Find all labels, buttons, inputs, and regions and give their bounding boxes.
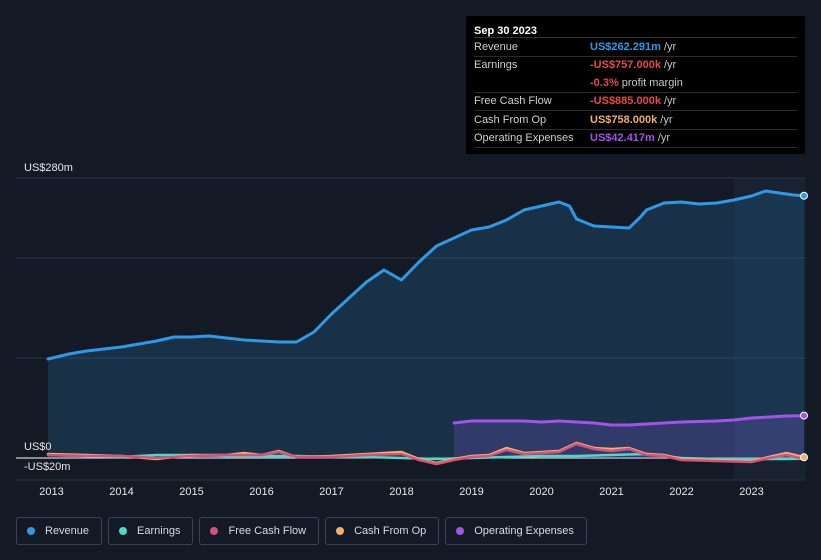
operating-expenses-dot-icon <box>456 527 465 535</box>
tooltip-row-operating-expenses: Operating Expenses US$42.417m /yr <box>474 130 797 148</box>
legend-label: Cash From Op <box>354 525 427 537</box>
free-cash-flow-dot-icon <box>210 527 219 535</box>
x-tick-label: 2013 <box>39 486 63 498</box>
tooltip-date: Sep 30 2023 <box>474 16 797 38</box>
x-tick-label: 2023 <box>739 486 763 498</box>
data-tooltip: Sep 30 2023 Revenue US$262.291m /yr Earn… <box>466 16 805 154</box>
tooltip-label: Free Cash Flow <box>474 95 552 108</box>
gridlines <box>16 177 806 481</box>
x-tick-label: 2019 <box>459 486 483 498</box>
tooltip-unit: profit margin <box>621 76 683 89</box>
tooltip-unit: /yr <box>663 95 677 108</box>
tooltip-value: -0.3% <box>590 76 619 89</box>
tooltip-label: Cash From Op <box>474 113 547 126</box>
revenue-line <box>46 189 806 361</box>
legend-item-free-cash-flow[interactable]: Free Cash Flow <box>199 517 320 545</box>
tooltip-unit: /yr <box>660 113 673 126</box>
legend-label: Operating Expenses <box>474 525 574 537</box>
revenue-end-dot <box>800 191 808 200</box>
revenue-dot-icon <box>27 527 35 535</box>
x-tick-label: 2017 <box>319 486 343 498</box>
x-tick-label: 2015 <box>179 486 203 498</box>
x-tick-label: 2018 <box>389 486 413 498</box>
x-axis-ticks: 2013 2014 2015 2016 2017 2018 2019 2020 2021 2022… <box>39 486 763 498</box>
tooltip-value: US$262.291m <box>590 40 661 53</box>
x-tick-label: 2022 <box>669 486 693 498</box>
x-tick-label: 2020 <box>529 486 553 498</box>
x-tick-label: 2021 <box>599 486 623 498</box>
tooltip-row-earnings: Earnings -US$757.000k /yr <box>474 57 797 75</box>
x-tick-label: 2014 <box>109 486 133 498</box>
tooltip-value: -US$757.000k <box>590 59 661 72</box>
x-tick-label: 2016 <box>249 486 273 498</box>
free-cash-flow-line <box>46 442 806 466</box>
tooltip-value: US$42.417m <box>590 132 655 145</box>
operating-expenses-end-dot <box>800 411 808 420</box>
series-lines <box>46 189 806 466</box>
y-axis-top-label: US$280m <box>24 162 73 174</box>
tooltip-value: US$758.000k <box>590 113 658 126</box>
operating-expenses-area <box>454 415 804 458</box>
earnings-dot-icon <box>119 527 128 535</box>
legend-label: Earnings <box>137 525 181 537</box>
legend-label: Revenue <box>45 525 90 537</box>
tooltip-label: Revenue <box>474 40 519 53</box>
tooltip-row-revenue: Revenue US$262.291m /yr <box>474 38 797 57</box>
legend-item-cash-from-op[interactable]: Cash From Op <box>325 517 440 545</box>
tooltip-unit: /yr <box>663 40 677 53</box>
tooltip-label: Earnings <box>474 59 518 72</box>
legend-label: Free Cash Flow <box>228 525 307 537</box>
series-areas <box>48 191 804 458</box>
y-axis-negative-label: -US$20m <box>24 461 70 473</box>
legend-item-earnings[interactable]: Earnings <box>108 517 194 545</box>
legend-item-operating-expenses[interactable]: Operating Expenses <box>445 517 587 545</box>
tooltip-value: -US$885.000k <box>590 95 661 108</box>
tooltip-row-free-cash-flow: Free Cash Flow -US$885.000k /yr <box>474 93 797 111</box>
cash-from-op-end-dot <box>800 453 808 462</box>
revenue-area <box>48 191 804 458</box>
series-end-dots <box>800 191 808 462</box>
tooltip-row-profit-margin: -0.3% profit margin <box>474 74 797 93</box>
tooltip-row-cash-from-op: Cash From Op US$758.000k /yr <box>474 111 797 130</box>
tooltip-label: Operating Expenses <box>474 132 574 145</box>
forecast-highlight <box>734 178 806 480</box>
chart-legend: Revenue Earnings Free Cash Flow Cash Fro… <box>16 517 587 545</box>
operating-expenses-line <box>452 414 806 427</box>
cash-from-op-dot-icon <box>336 527 345 535</box>
tooltip-unit: /yr <box>657 132 671 145</box>
tooltip-unit: /yr <box>663 59 677 72</box>
y-axis-zero-label: US$0 <box>24 441 52 453</box>
legend-item-revenue[interactable]: Revenue <box>16 517 103 545</box>
